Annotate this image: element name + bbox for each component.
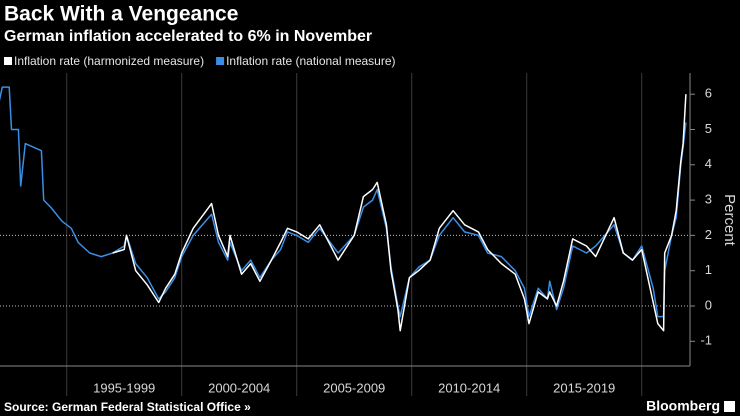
y-tick-label: 4 xyxy=(705,156,712,171)
brand: Bloomberg xyxy=(646,398,720,414)
chart-subtitle: German inflation accelerated to 6% in No… xyxy=(4,28,372,45)
series-line xyxy=(0,86,687,318)
y-tick-label: 0 xyxy=(705,297,712,312)
x-tick-label: 2010-2014 xyxy=(438,380,500,395)
x-tick-label: 2015-2019 xyxy=(553,380,615,395)
y-tick-label: 1 xyxy=(705,262,712,277)
legend-swatch xyxy=(216,57,225,65)
source: Source: German Federal Statistical Offic… xyxy=(4,400,251,414)
legend-label: Inflation rate (harmonized measure) xyxy=(14,54,204,68)
x-tick-label: 2000-2004 xyxy=(208,380,270,395)
x-tick-label: 1995-1999 xyxy=(93,380,155,395)
series-line xyxy=(112,94,687,332)
y-tick-label: 3 xyxy=(705,192,712,207)
y-tick-label: 5 xyxy=(705,121,712,136)
y-tick-label: 6 xyxy=(705,86,712,101)
y-axis-label: Percent xyxy=(721,194,738,247)
chart-title: Back With a Vengeance xyxy=(4,3,238,26)
y-tick-label: 2 xyxy=(705,227,712,242)
legend-swatch xyxy=(4,57,12,65)
x-tick-label: 2005-2009 xyxy=(323,380,385,395)
legend-label: Inflation rate (national measure) xyxy=(226,54,395,68)
y-tick-label: -1 xyxy=(700,333,712,348)
brand-logo xyxy=(724,401,735,412)
